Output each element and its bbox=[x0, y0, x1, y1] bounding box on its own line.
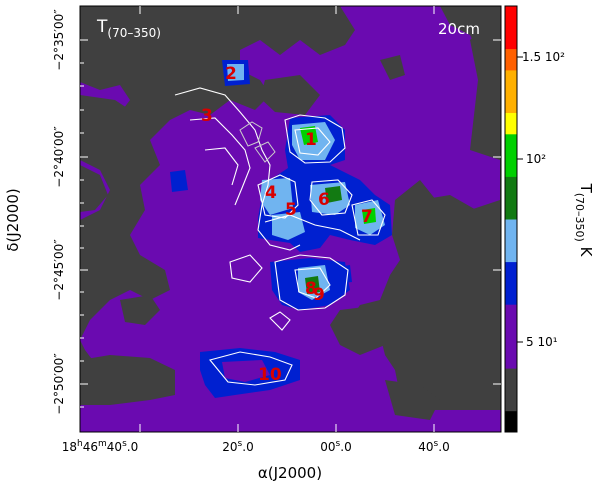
colorbar-frame bbox=[504, 5, 518, 433]
gray-patch-left bbox=[80, 95, 140, 292]
y-axis-title: δ(J2000) bbox=[4, 188, 22, 251]
source-label-9: 9 bbox=[313, 285, 325, 305]
colorbar-cell bbox=[505, 27, 517, 50]
colorbar: 1.5 10² 10² 5 10¹ T(70–350) K bbox=[504, 5, 595, 433]
colorbar-cell bbox=[505, 6, 517, 28]
source-label-7: 7 bbox=[361, 207, 373, 227]
x-tick-label: 18h46m40s.0 bbox=[62, 439, 139, 454]
colorbar-cell bbox=[505, 69, 517, 92]
gray-patch-upper-left bbox=[80, 6, 140, 50]
y-tick-labels: −2°35′00″ −2°40′00″ −2°45′00″ −2°50′00″ bbox=[52, 9, 66, 415]
y-tick-label: −2°40′00″ bbox=[52, 126, 66, 188]
y-tick-label: −2°35′00″ bbox=[52, 9, 66, 71]
colorbar-cell bbox=[505, 346, 517, 369]
colorbar-cell bbox=[505, 304, 517, 326]
colorbar-cell bbox=[505, 261, 517, 284]
contour-overlay bbox=[174, 87, 386, 386]
gray-patch-lower-left bbox=[80, 295, 175, 405]
colorbar-cell bbox=[505, 91, 517, 113]
map-panel: 1 2 3 4 5 6 7 8 9 10 T(70–350) 20cm bbox=[4, 5, 502, 482]
tick-marks bbox=[80, 6, 501, 432]
x-tick-label: 40s.0 bbox=[418, 439, 449, 454]
source-label-6: 6 bbox=[318, 190, 330, 210]
source-label-8: 8 bbox=[305, 279, 317, 299]
source-label-2: 2 bbox=[225, 64, 237, 84]
colorbar-cell bbox=[505, 133, 517, 156]
colorbar-cells bbox=[505, 6, 517, 433]
colorbar-cell bbox=[505, 48, 517, 71]
colorbar-cell bbox=[505, 112, 517, 135]
colorbar-cell bbox=[505, 155, 517, 177]
gray-patch-right bbox=[330, 195, 501, 420]
colorbar-cell bbox=[505, 410, 517, 433]
source-label-3: 3 bbox=[201, 106, 213, 126]
source-label-10: 10 bbox=[258, 365, 282, 385]
band-label: 20cm bbox=[438, 20, 480, 38]
source-label-4: 4 bbox=[265, 183, 277, 203]
source-label-1: 1 bbox=[305, 130, 317, 150]
colorbar-cell bbox=[505, 325, 517, 348]
colorbar-tick-label: 5 10¹ bbox=[526, 335, 558, 349]
gray-patch-center-top bbox=[260, 75, 320, 115]
map-frame bbox=[79, 5, 502, 433]
source-labels: 1 2 3 4 5 6 7 8 9 10 bbox=[201, 64, 373, 385]
colorbar-title: T(70–350) K bbox=[573, 183, 595, 258]
x-axis-title: α(J2000) bbox=[258, 464, 322, 482]
y-tick-label: −2°45′00″ bbox=[52, 239, 66, 301]
x-tick-label: 00s.0 bbox=[320, 439, 351, 454]
colorbar-cell bbox=[505, 219, 517, 241]
y-tick-label: −2°50′00″ bbox=[52, 353, 66, 415]
map-quantity-label: T(70–350) bbox=[96, 17, 161, 40]
colorbar-tick-label: 10² bbox=[526, 152, 546, 166]
colorbar-cell bbox=[505, 282, 517, 305]
x-tick-label: 20s.0 bbox=[222, 439, 253, 454]
colorbar-cell bbox=[505, 368, 517, 390]
gray-patch-top-right bbox=[380, 6, 501, 80]
colorbar-tick-label: 1.5 10² bbox=[522, 50, 565, 64]
colorbar-cell bbox=[505, 176, 517, 199]
colorbar-cell bbox=[505, 197, 517, 220]
colorbar-cell bbox=[505, 389, 517, 412]
colorbar-ticks bbox=[517, 56, 523, 343]
x-tick-labels: 18h46m40s.0 20s.0 00s.0 40s.0 bbox=[62, 439, 450, 454]
colorbar-cell bbox=[505, 240, 517, 263]
source-label-5: 5 bbox=[285, 200, 297, 220]
